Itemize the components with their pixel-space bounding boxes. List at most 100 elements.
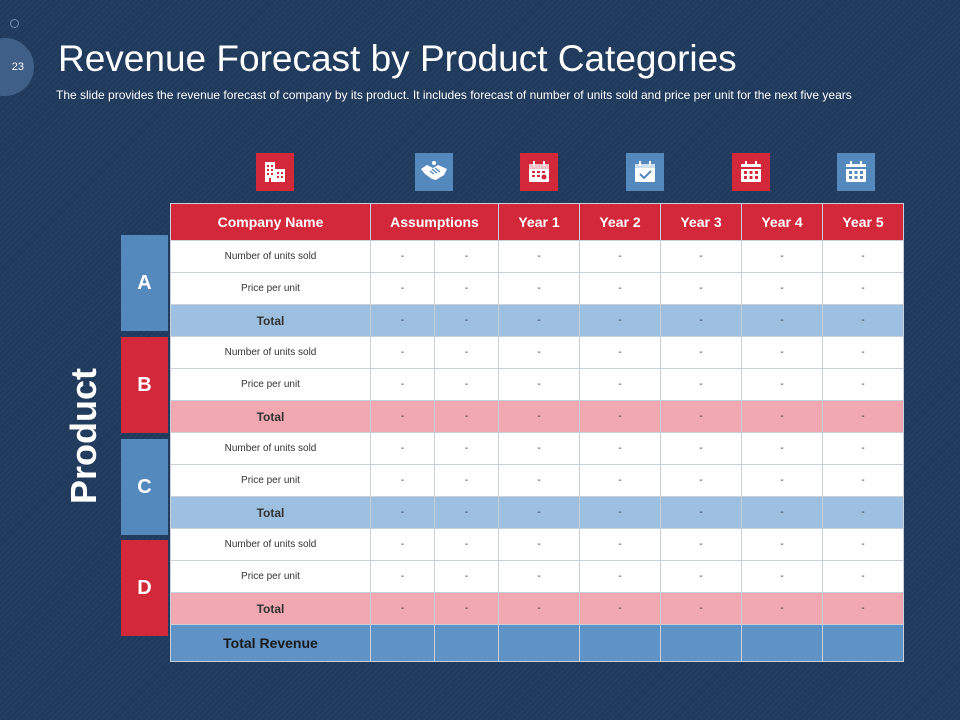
slide-number-badge: 23 (0, 38, 34, 96)
product-side-label: Product (63, 367, 104, 505)
table-cell: - (822, 464, 904, 497)
column-header: Year 5 (822, 203, 904, 241)
table-cell: - (434, 464, 499, 497)
row-label: Price per unit (170, 272, 371, 305)
table-cell: - (822, 496, 904, 529)
column-header: Year 4 (741, 203, 823, 241)
table-cell: - (579, 592, 661, 625)
group-tab-a: A (121, 235, 168, 331)
table-cell: - (434, 560, 499, 593)
table-header-row: Company Name Assumptions Year 1 Year 2 Y… (170, 203, 904, 241)
table-cell (660, 624, 742, 662)
table-cell: - (822, 560, 904, 593)
table-cell: - (822, 592, 904, 625)
table-cell: - (434, 592, 499, 625)
row-label: Total (170, 400, 371, 433)
group-tab-b: B (121, 337, 168, 433)
table-cell: - (741, 432, 823, 465)
table-cell: - (370, 240, 435, 273)
table-cell: - (660, 400, 742, 433)
table-cell: - (434, 400, 499, 433)
table-cell: - (498, 496, 580, 529)
table-cell: - (434, 336, 499, 369)
table-cell (741, 624, 823, 662)
table-cell: - (434, 496, 499, 529)
total-revenue-row: Total Revenue (170, 624, 904, 662)
table-cell: - (434, 304, 499, 337)
table-row: Price per unit - - - - - - - (170, 368, 904, 401)
table-cell: - (370, 432, 435, 465)
table-cell: - (579, 272, 661, 305)
table-cell: - (822, 304, 904, 337)
table-cell: - (434, 432, 499, 465)
table-row: Number of units sold - - - - - - - (170, 336, 904, 369)
row-label: Price per unit (170, 464, 371, 497)
table-cell: - (498, 464, 580, 497)
table-cell: - (498, 368, 580, 401)
table-cell (370, 624, 435, 662)
table-cell: - (660, 272, 742, 305)
slide-title: Revenue Forecast by Product Categories (58, 38, 737, 79)
column-header: Year 2 (579, 203, 661, 241)
table-cell: - (434, 272, 499, 305)
table-cell: - (434, 528, 499, 561)
table-cell: - (741, 272, 823, 305)
slide-number: 23 (11, 61, 24, 73)
table-cell: - (434, 240, 499, 273)
table-cell: - (660, 496, 742, 529)
table-cell: - (370, 592, 435, 625)
table-cell: - (370, 272, 435, 305)
group-tab-c: C (121, 439, 168, 535)
office-building-icon (256, 153, 294, 191)
table-cell: - (579, 464, 661, 497)
table-cell: - (822, 400, 904, 433)
table-cell: - (434, 368, 499, 401)
table-cell: - (741, 336, 823, 369)
handshake-icon (415, 153, 453, 191)
table-cell: - (370, 336, 435, 369)
table-cell: - (741, 368, 823, 401)
table-cell: - (741, 528, 823, 561)
row-label: Number of units sold (170, 336, 371, 369)
table-cell (498, 624, 580, 662)
table-cell: - (822, 272, 904, 305)
table-cell: - (660, 240, 742, 273)
table-cell: - (660, 464, 742, 497)
row-label: Number of units sold (170, 432, 371, 465)
table-cell: - (498, 592, 580, 625)
table-row: Number of units sold - - - - - - - (170, 240, 904, 273)
table-cell: - (660, 336, 742, 369)
slide-subtitle: The slide provides the revenue forecast … (56, 88, 852, 102)
calendar-check-icon (626, 153, 664, 191)
table-cell: - (660, 528, 742, 561)
table-cell: - (741, 560, 823, 593)
table-cell: - (370, 368, 435, 401)
table-cell: - (741, 464, 823, 497)
table-cell: - (370, 496, 435, 529)
table-row: Price per unit - - - - - - - (170, 272, 904, 305)
table-cell: - (660, 560, 742, 593)
revenue-forecast-table: Company Name Assumptions Year 1 Year 2 Y… (170, 203, 904, 662)
table-cell: - (498, 560, 580, 593)
table-cell: - (822, 368, 904, 401)
table-cell: - (660, 304, 742, 337)
table-cell: - (370, 400, 435, 433)
table-cell: - (741, 240, 823, 273)
table-cell: - (741, 496, 823, 529)
table-cell: - (741, 400, 823, 433)
table-cell: - (741, 592, 823, 625)
table-row: Number of units sold - - - - - - - (170, 528, 904, 561)
table-row: Price per unit - - - - - - - (170, 560, 904, 593)
table-cell: - (370, 464, 435, 497)
table-cell: - (498, 272, 580, 305)
table-cell: - (579, 400, 661, 433)
calendar-icon (837, 153, 875, 191)
table-row: Price per unit - - - - - - - (170, 464, 904, 497)
table-row: Total - - - - - - - (170, 400, 904, 433)
total-revenue-label: Total Revenue (170, 624, 371, 662)
table-row: Total - - - - - - - (170, 496, 904, 529)
column-header: Assumptions (370, 203, 499, 241)
column-header: Year 3 (660, 203, 742, 241)
table-cell: - (370, 304, 435, 337)
table-row: Number of units sold - - - - - - - (170, 432, 904, 465)
